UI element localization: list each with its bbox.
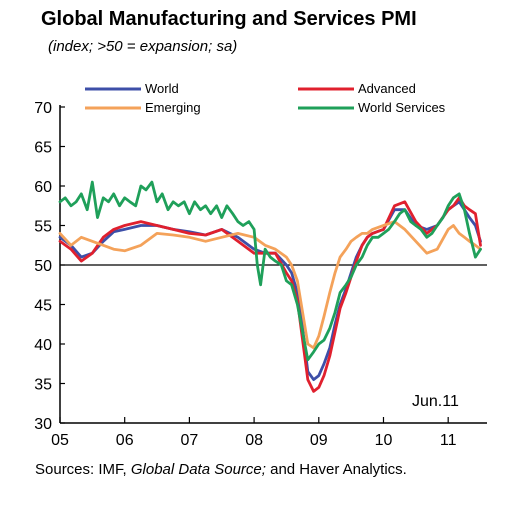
source-suffix: and Haver Analytics.: [265, 461, 407, 478]
y-tick-label: 35: [34, 377, 52, 394]
series-lines: [58, 180, 482, 393]
legend: World Advanced Emerging World Services: [85, 81, 446, 115]
y-tick-label: 30: [34, 416, 52, 433]
date-annotation: Jun.11: [412, 393, 459, 410]
y-tick-label: 70: [34, 100, 52, 117]
legend-label-world: World: [145, 81, 179, 96]
source-italic: Global Data Source;: [130, 461, 266, 478]
legend-label-advanced: Advanced: [358, 81, 416, 96]
y-tick-label: 55: [34, 219, 52, 236]
series-line-emerging: [58, 220, 482, 350]
x-tick-label: 07: [180, 432, 198, 449]
x-tick-label: 09: [310, 432, 328, 449]
y-tick-label: 60: [34, 179, 52, 196]
axes: 30 35 40 45 50 55 60 65 70 05 06 07 08 09 10 11: [34, 100, 487, 449]
x-tick-label: 06: [116, 432, 134, 449]
series-line-advanced: [58, 196, 482, 393]
series-line-world: [58, 200, 482, 382]
legend-label-emerging: Emerging: [145, 100, 201, 115]
y-tick-label: 45: [34, 298, 52, 315]
y-tick-label: 40: [34, 337, 52, 354]
x-tick-label: 05: [51, 432, 69, 449]
x-tick-label: 08: [245, 432, 263, 449]
x-tick-label: 11: [440, 432, 457, 449]
source-prefix: Sources: IMF,: [35, 461, 131, 478]
y-tick-label: 50: [34, 258, 52, 275]
chart-title: Global Manufacturing and Services PMI: [41, 8, 417, 30]
chart-subtitle: (index; >50 = expansion; sa): [48, 38, 238, 55]
legend-label-world-services: World Services: [358, 100, 446, 115]
x-tick-label: 10: [375, 432, 393, 449]
source-note: Sources: IMF, Global Data Source; and Ha…: [35, 460, 475, 480]
series-line-world-services: [58, 180, 482, 362]
y-tick-label: 65: [34, 140, 52, 157]
